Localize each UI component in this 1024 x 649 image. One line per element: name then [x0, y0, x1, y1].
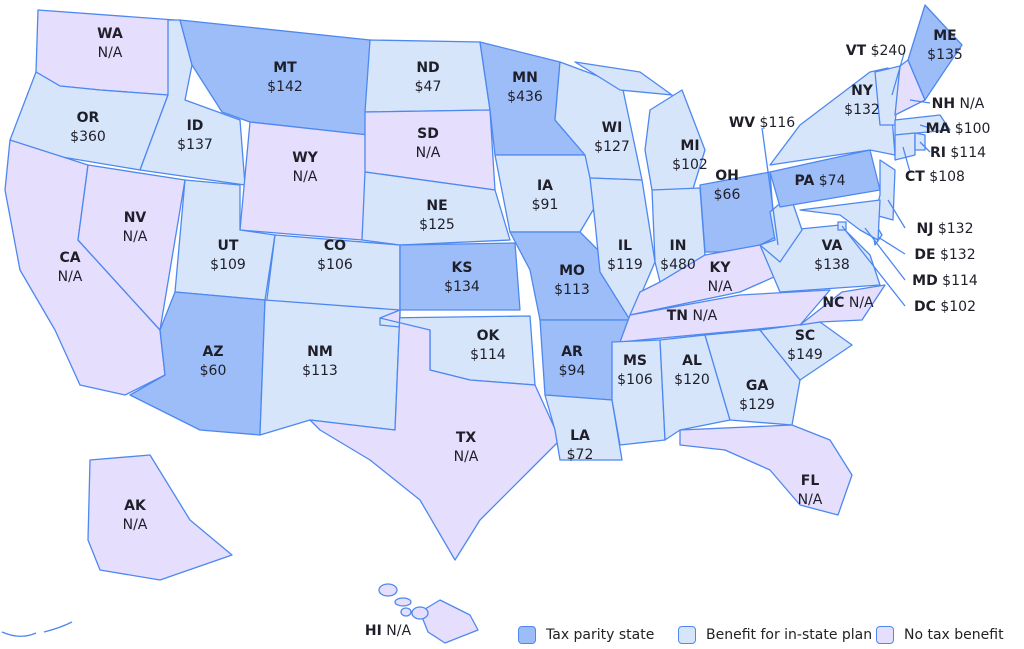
state-label-nj: NJ $132: [916, 221, 973, 237]
state-label-mi: MI $102: [672, 138, 708, 173]
state-ks[interactable]: [399, 242, 521, 311]
state-label-va: VA $138: [814, 238, 850, 273]
state-label-nm: NM $113: [302, 344, 338, 379]
state-label-tx: TX N/A: [454, 430, 479, 465]
state-label-ut: UT $109: [210, 238, 246, 273]
leader-line: [891, 49, 906, 96]
legend: No tax benefit: [876, 626, 1004, 644]
leader-line: [887, 199, 906, 229]
state-label-or: OR $360: [70, 110, 106, 145]
state-label-oh: OH $66: [714, 168, 741, 203]
state-label-ma: MA $100: [926, 121, 991, 137]
state-ny[interactable]: [769, 67, 896, 166]
state-label-in: IN $480: [660, 238, 696, 273]
leader-line: [919, 124, 931, 129]
state-label-wa: WA N/A: [97, 26, 123, 61]
leader-line: [864, 227, 906, 281]
state-hi-island[interactable]: [400, 607, 412, 617]
state-label-pa: PA $74: [795, 173, 846, 189]
state-label-mt: MT $142: [267, 60, 303, 95]
state-oh[interactable]: [699, 171, 776, 253]
state-ma[interactable]: [894, 114, 951, 136]
state-label-nv: NV N/A: [123, 210, 148, 245]
leader-line: [841, 225, 906, 307]
state-label-ct: CT $108: [905, 169, 965, 185]
state-label-nh: NH N/A: [932, 96, 985, 112]
state-label-hi: HI N/A: [365, 623, 412, 639]
state-label-sd: SD N/A: [416, 126, 441, 161]
state-ga[interactable]: [704, 329, 801, 426]
legend-swatch-none: [876, 626, 894, 644]
state-la[interactable]: [544, 394, 623, 461]
leader-line: [919, 141, 931, 153]
state-label-nc: NC N/A: [822, 295, 874, 311]
state-hi-island[interactable]: [394, 597, 412, 607]
legend-swatch-tax-parity: [518, 626, 536, 644]
legend: Tax parity state: [518, 626, 654, 644]
state-label-mo: MO $113: [554, 263, 590, 298]
state-label-wv: WV $116: [729, 115, 795, 131]
state-label-co: CO $106: [317, 238, 353, 273]
state-label-sc: SC $149: [787, 328, 823, 363]
aleutian-islands: [1, 621, 73, 637]
state-label-al: AL $120: [674, 353, 710, 388]
legend-label-none: No tax benefit: [904, 627, 1004, 643]
state-label-ms: MS $106: [617, 353, 653, 388]
state-ak[interactable]: [87, 454, 233, 581]
state-ne[interactable]: [361, 171, 511, 246]
state-label-ne: NE $125: [419, 198, 455, 233]
state-mi[interactable]: [574, 61, 673, 96]
state-label-ky: KY N/A: [708, 260, 733, 295]
state-label-dc: DC $102: [914, 299, 976, 315]
state-label-mn: MN $436: [507, 70, 543, 105]
state-nd[interactable]: [364, 39, 491, 113]
state-hi[interactable]: [419, 599, 479, 644]
state-tx[interactable]: [309, 309, 561, 561]
legend-label-in-state: Benefit for in-state plan: [706, 627, 873, 643]
leader-line: [761, 127, 779, 246]
state-label-ri: RI $114: [930, 145, 986, 161]
state-label-ca: CA N/A: [58, 250, 83, 285]
state-label-tn: TN N/A: [667, 308, 718, 324]
state-ms[interactable]: [611, 339, 666, 446]
state-label-il: IL $119: [607, 238, 643, 273]
state-hi-island[interactable]: [411, 606, 429, 620]
state-label-fl: FL N/A: [798, 473, 823, 508]
state-label-id: ID $137: [177, 118, 213, 153]
state-tn[interactable]: [619, 289, 831, 343]
state-ri[interactable]: [914, 132, 926, 151]
state-fl[interactable]: [679, 424, 853, 516]
state-label-ia: IA $91: [532, 178, 559, 213]
state-label-ar: AR $94: [559, 344, 586, 379]
state-hi-island[interactable]: [378, 583, 398, 597]
legend-swatch-in-state: [678, 626, 696, 644]
leader-line: [877, 236, 906, 255]
state-label-az: AZ $60: [200, 344, 227, 379]
state-label-md: MD $114: [912, 273, 978, 289]
legend-label-tax-parity: Tax parity state: [546, 627, 655, 643]
state-label-ny: NY $132: [844, 83, 880, 118]
leader-line: [909, 99, 931, 104]
state-label-ak: AK N/A: [123, 498, 148, 533]
state-label-vt: VT $240: [846, 43, 906, 59]
state-label-ga: GA $129: [739, 378, 775, 413]
state-label-de: DE $132: [914, 247, 975, 263]
state-label-wy: WY N/A: [292, 150, 318, 185]
legend: Benefit for in-state plan: [678, 626, 872, 644]
state-label-ks: KS $134: [444, 260, 480, 295]
state-label-ok: OK $114: [470, 328, 506, 363]
state-me[interactable]: [907, 4, 963, 101]
state-ia[interactable]: [494, 154, 603, 233]
state-label-la: LA $72: [567, 428, 594, 463]
state-nc[interactable]: [799, 284, 886, 326]
state-label-wi: WI $127: [594, 120, 630, 155]
state-label-me: ME $135: [927, 28, 963, 63]
state-label-nd: ND $47: [415, 60, 442, 95]
state-md[interactable]: [799, 199, 881, 241]
state-ct[interactable]: [894, 132, 916, 161]
leader-line: [902, 146, 911, 173]
